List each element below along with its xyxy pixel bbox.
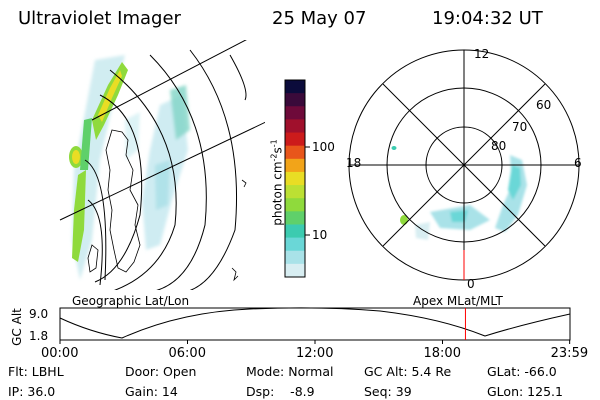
altitude-curve — [59, 307, 571, 339]
polar-aurora-emission — [415, 155, 527, 240]
colorbar-swatch — [285, 106, 305, 120]
colorbar-swatch — [285, 211, 305, 225]
colorbar-swatch — [285, 224, 305, 239]
info-field: GLon: 125.1 — [487, 384, 563, 399]
polar-small-spot — [391, 146, 397, 150]
colorbar-swatch — [285, 185, 305, 199]
info-field: Door: Open — [125, 364, 197, 379]
date-label: 25 May 07 — [272, 8, 367, 29]
time-label: 19:04:32 UT — [432, 8, 543, 29]
colorbar-tick-label-10: 10 — [312, 228, 328, 242]
polar-mlt-12: 12 — [474, 47, 490, 61]
colorbar-swatch — [285, 250, 305, 265]
polar-diagonal-2 — [382, 83, 546, 247]
colorbar-tick-label-100: 100 — [312, 140, 335, 154]
timeline-xtick-label: 00:00 — [41, 346, 79, 361]
colorbar-swatch — [285, 145, 305, 160]
colorbar-swatch — [285, 198, 305, 212]
timeline-frame — [59, 307, 571, 341]
geographic-aurora-image — [59, 40, 265, 290]
colorbar-swatch — [285, 237, 305, 252]
polar-mlt-0: 0 — [467, 277, 475, 291]
info-field: Gain: 14 — [125, 384, 178, 399]
polar-lat-60: 60 — [536, 98, 552, 112]
info-field: Seq: 39 — [364, 384, 412, 399]
colorbar-swatches — [285, 80, 305, 278]
instrument-title: Ultraviolet Imager — [18, 8, 181, 29]
timeline-right-label: Apex MLat/MLT — [413, 294, 503, 308]
colorbar-swatch — [285, 171, 305, 186]
info-field: Dsp: -8.9 — [246, 384, 315, 399]
timeline-xtick-label: 23:59 — [550, 346, 589, 361]
info-field: GC Alt: 5.4 Re — [364, 364, 452, 379]
colorbar-swatch — [285, 93, 305, 107]
polar-mlt-18: 18 — [346, 156, 362, 170]
colorbar-swatch — [285, 119, 305, 134]
polar-mlt-6: 6 — [574, 156, 582, 170]
timeline-xtick-label: 06:00 — [168, 346, 206, 361]
info-field: GLat: -66.0 — [487, 364, 557, 379]
colorbar-swatch — [285, 263, 305, 278]
colorbar-frame — [284, 79, 306, 278]
timeline-xticks — [59, 340, 571, 344]
colorbar-swatch — [285, 132, 305, 147]
polar-lat-70: 70 — [512, 120, 528, 134]
colorbar-swatch — [285, 80, 305, 94]
timeline-ytick-1-8: 1.8 — [29, 329, 49, 343]
timeline-left-label: Geographic Lat/Lon — [72, 294, 190, 308]
info-field: Mode: Normal — [246, 364, 334, 379]
polar-lat-80: 80 — [491, 139, 507, 153]
info-field: IP: 36.0 — [8, 384, 56, 399]
info-field: Flt: LBHL — [8, 364, 64, 379]
colorbar-swatch — [285, 158, 305, 173]
timeline-ytick-9: 9.0 — [29, 307, 49, 321]
timeline-xtick-label: 12:00 — [296, 346, 334, 361]
timeline-xtick-label: 18:00 — [423, 346, 461, 361]
